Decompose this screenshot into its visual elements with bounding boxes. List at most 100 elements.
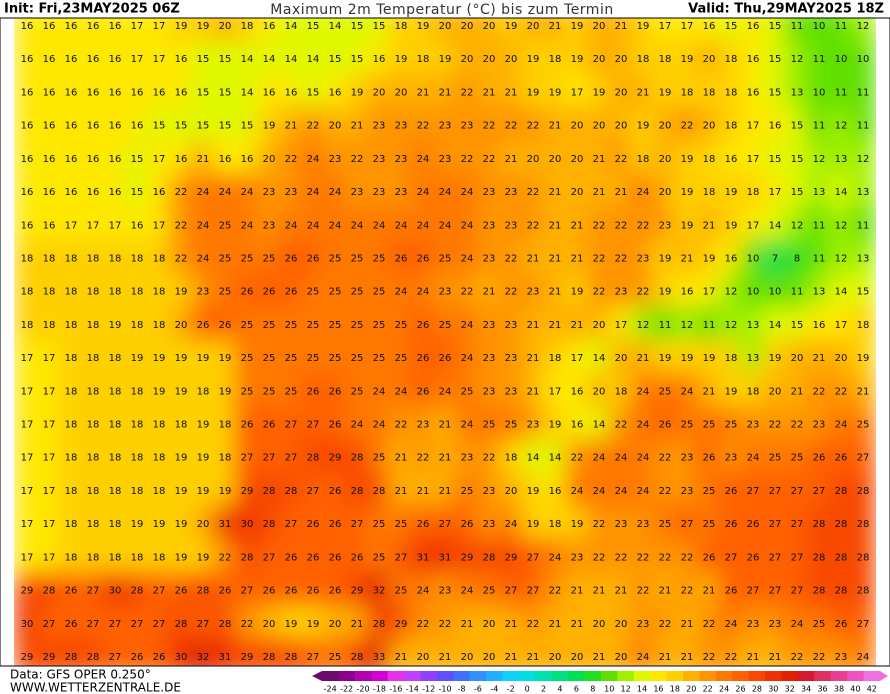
temperature-cell — [300, 206, 326, 244]
temperature-value: 16 — [703, 21, 716, 32]
temperature-cell — [718, 173, 744, 211]
temperature-value: 19 — [131, 353, 144, 364]
temperature-value: 27 — [241, 586, 254, 597]
temperature-value: 23 — [395, 121, 408, 132]
temperature-cell — [762, 140, 788, 178]
temperature-cell — [410, 571, 436, 610]
temperature-value: 22 — [659, 619, 672, 630]
temperature-value: 21 — [593, 187, 606, 198]
temperature-value: 26 — [725, 519, 738, 530]
temperature-value: 19 — [417, 21, 430, 32]
temperature-cell — [828, 605, 854, 643]
temperature-cell — [322, 273, 348, 311]
temperature-value: 16 — [21, 220, 34, 231]
temperature-value: 11 — [835, 21, 848, 32]
temperature-value: 20 — [329, 619, 342, 630]
temperature-value: 24 — [197, 187, 210, 198]
temperature-cell — [432, 239, 458, 278]
temperature-cell — [762, 18, 788, 45]
temperature-value: 32 — [197, 652, 210, 663]
temperature-value: 18 — [725, 87, 738, 98]
temperature-cell — [652, 538, 678, 576]
temperature-cell — [476, 206, 502, 244]
temperature-value: 20 — [505, 54, 518, 65]
temperature-value: 27 — [263, 453, 276, 464]
temperature-value: 19 — [131, 519, 144, 530]
temperature-cell — [388, 372, 414, 410]
temperature-cell — [212, 140, 238, 178]
temperature-cell — [234, 73, 260, 112]
temperature-value: 18 — [65, 519, 78, 530]
temperature-cell — [124, 372, 150, 410]
temperature-value: 12 — [725, 320, 738, 331]
temperature-cell — [454, 18, 480, 45]
temperature-cell — [278, 107, 304, 145]
temperature-value: 23 — [373, 154, 386, 165]
temperature-value: 25 — [263, 353, 276, 364]
temperature-cell — [586, 18, 612, 45]
temperature-value: 28 — [813, 586, 826, 597]
temperature-value: 22 — [439, 619, 452, 630]
temperature-value: 22 — [791, 652, 804, 663]
temperature-value: 17 — [571, 87, 584, 98]
temperature-value: 24 — [373, 420, 386, 431]
scale-swatch — [633, 671, 651, 681]
temperature-cell — [740, 405, 766, 444]
temperature-cell — [740, 571, 766, 610]
temperature-value: 24 — [329, 187, 342, 198]
temperature-value: 26 — [65, 619, 78, 630]
temperature-value: 22 — [241, 619, 254, 630]
temperature-cell — [168, 472, 194, 510]
temperature-cell — [102, 571, 128, 610]
temperature-cell — [806, 439, 832, 477]
temperature-cell — [542, 107, 568, 145]
temperature-value: 17 — [43, 453, 56, 464]
temperature-value: 27 — [307, 486, 320, 497]
temperature-cell — [212, 505, 238, 543]
temperature-value: 21 — [703, 386, 716, 397]
temperature-value: 29 — [351, 586, 364, 597]
scale-label: 32 — [785, 685, 795, 694]
temperature-value: 22 — [681, 586, 694, 597]
temperature-cell — [608, 505, 634, 543]
temperature-value: 16 — [725, 154, 738, 165]
temperature-value: 26 — [285, 586, 298, 597]
temperature-value: 28 — [373, 619, 386, 630]
temperature-value: 11 — [791, 21, 804, 32]
temperature-cell — [652, 107, 678, 145]
temperature-value: 24 — [615, 453, 628, 464]
temperature-value: 12 — [725, 287, 738, 298]
temperature-cell — [586, 40, 612, 78]
temperature-value: 8 — [794, 253, 800, 264]
temperature-cell — [344, 306, 370, 344]
temperature-cell — [674, 107, 700, 145]
temperature-value: 18 — [131, 320, 144, 331]
temperature-value: 18 — [747, 187, 760, 198]
temperature-cell — [366, 18, 392, 45]
temperature-cell — [806, 405, 832, 444]
temperature-value: 16 — [219, 154, 232, 165]
temperature-value: 26 — [307, 519, 320, 530]
temperature-cell — [14, 405, 40, 444]
temperature-cell — [256, 107, 282, 145]
temperature-cell — [80, 538, 106, 576]
temperature-cell — [564, 571, 590, 610]
temperature-cell — [190, 605, 216, 643]
temperature-value: 17 — [571, 353, 584, 364]
temperature-cell — [608, 538, 634, 576]
temperature-cell — [784, 140, 810, 178]
scale-swatch — [666, 671, 684, 681]
temperature-value: 21 — [571, 220, 584, 231]
temperature-cell — [630, 538, 656, 576]
temperature-value: 28 — [241, 552, 254, 563]
temperature-cell — [828, 505, 854, 543]
temperature-value: 16 — [109, 21, 122, 32]
temperature-value: 15 — [769, 154, 782, 165]
temperature-value: 25 — [681, 420, 694, 431]
temperature-cell — [322, 372, 348, 410]
temperature-value: 29 — [43, 652, 56, 663]
temperature-cell — [300, 40, 326, 78]
temperature-cell — [36, 538, 62, 576]
temperature-value: 27 — [857, 619, 870, 630]
temperature-value: 11 — [835, 87, 848, 98]
